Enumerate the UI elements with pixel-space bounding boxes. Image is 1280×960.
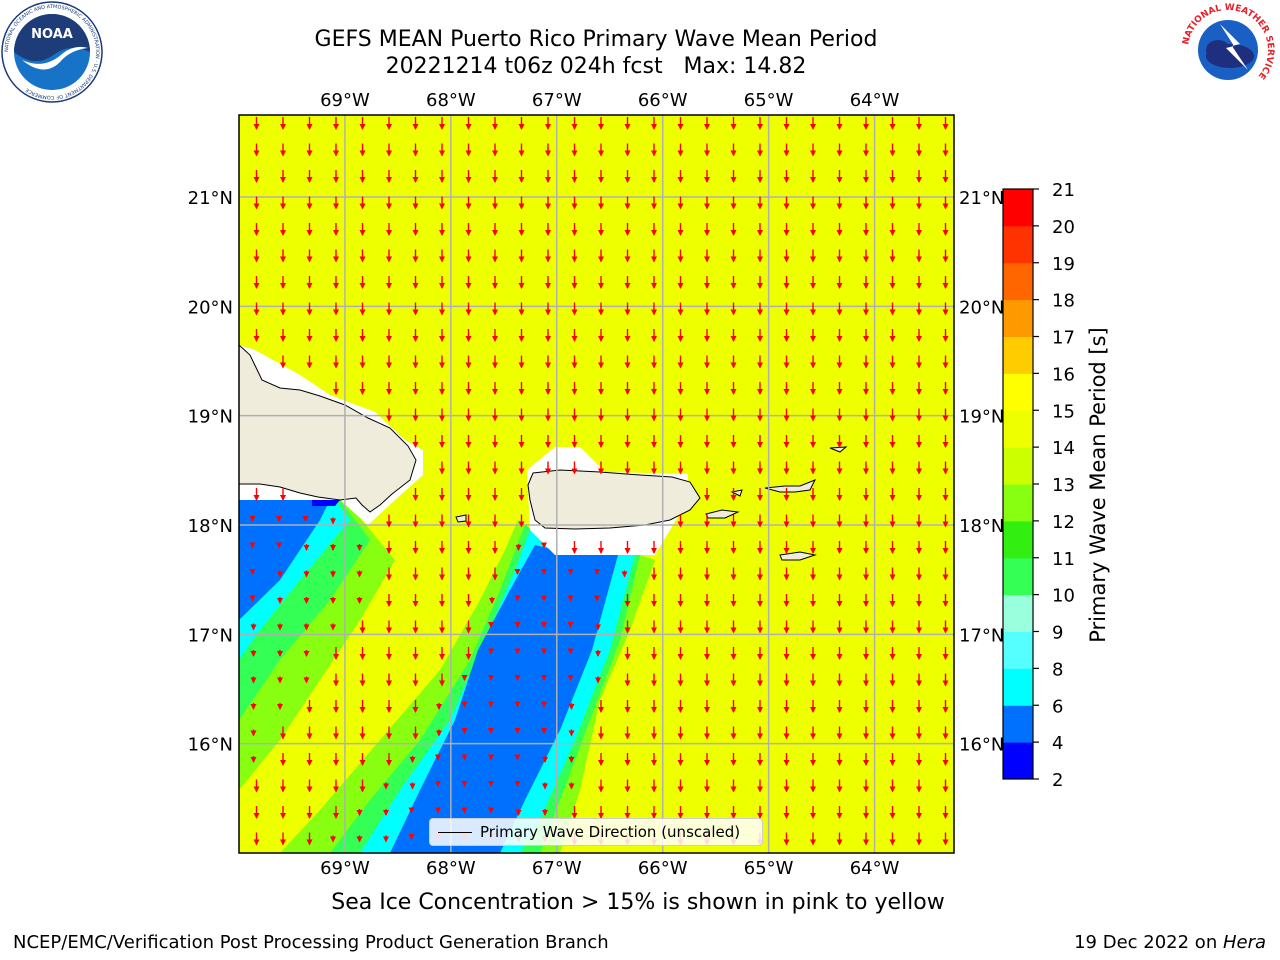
lat-tick-label-right: 20°N [959,297,1004,318]
period-band-4-6-west [239,500,330,620]
lon-tick-label: 66°W [638,858,688,879]
land-hispaniola [239,344,417,513]
colorbar-tick-label: 17 [1052,328,1075,349]
land-virgin-islands [764,479,817,493]
colorbar-segment [1003,484,1033,522]
colorbar-segment [1003,189,1033,227]
lat-tick-label-right: 18°N [959,516,1004,537]
colorbar-tick-label: 9 [1052,623,1063,644]
lon-tick-label: 69°W [320,858,370,879]
lon-tick-label: 69°W [320,90,370,111]
footer-machine: Hera [1222,932,1266,953]
footer-date: 19 Dec 2022 on Hera [1074,932,1266,953]
lat-tick-label: 20°N [188,297,233,318]
colorbar-segment [1003,373,1033,411]
nws-logo: NATIONAL WEATHER SERVICE [1180,2,1276,98]
lat-tick-label-right: 17°N [959,625,1004,646]
chart-title: GEFS MEAN Puerto Rico Primary Wave Mean … [0,26,1192,80]
lat-tick-label-right: 16°N [959,735,1004,756]
title-line-2: 20221214 t06z 024h fcst Max: 14.82 [385,54,807,79]
lat-tick-label: 19°N [188,407,233,428]
colorbar-segment [1003,410,1033,448]
colorbar-segment [1003,336,1033,374]
axis-tick-labels: 69°W 69°W 68°W 68°W 67°W 67°W 66°W 66°W 65°W 65°W… [188,90,1005,879]
lat-tick-label-right: 21°N [959,188,1004,209]
land-mona-island [455,514,467,523]
colorbar-tick-label: 10 [1052,586,1075,607]
colorbar-tick-label: 4 [1052,733,1063,754]
wave-direction-arrows [249,117,949,846]
land-culebra [730,489,743,497]
legend-label: Primary Wave Direction (unscaled) [480,823,741,841]
noaa-logo-text: NOAA [31,27,73,42]
lon-tick-label: 64°W [850,90,900,111]
lat-tick-label-right: 19°N [959,407,1004,428]
footer-credit: NCEP/EMC/Verification Post Processing Pr… [13,932,609,953]
colorbar-tick-label: 19 [1052,254,1075,275]
lon-tick-label: 68°W [426,90,476,111]
lat-tick-label: 17°N [188,625,233,646]
lon-tick-label: 66°W [638,90,688,111]
colorbar-tick-label: 13 [1052,475,1075,496]
gridlines [239,115,954,853]
colorbar-tick-label: 8 [1052,659,1063,680]
colorbar-segment [1003,225,1033,264]
title-line-1: GEFS MEAN Puerto Rico Primary Wave Mean … [314,27,878,52]
colorbar-segment [1003,520,1033,559]
noaa-logo: NATIONAL OCEANIC AND ATMOSPHERIC ADMINIS… [1,1,103,103]
map-legend: Primary Wave Direction (unscaled) [429,818,763,846]
land-st-croix [779,551,817,561]
colorbar-tick-label: 2 [1052,770,1063,791]
colorbar-tick-label: 16 [1052,364,1075,385]
colorbar-segment [1003,668,1033,706]
lon-tick-label: 64°W [850,858,900,879]
lat-tick-label: 21°N [188,188,233,209]
colorbar-segment [1003,557,1033,596]
period-band-4-6-south [390,545,618,853]
lon-tick-label: 67°W [532,858,582,879]
lon-tick-label: 65°W [744,90,794,111]
colorbar-segment [1003,594,1033,632]
colorbar-tick-label: 18 [1052,291,1075,312]
colorbar-segment [1003,299,1033,337]
map-frame [238,114,955,854]
colorbar-tick-label: 12 [1052,512,1075,533]
period-band-2-4 [312,500,340,506]
lon-tick-label: 67°W [532,90,582,111]
colorbar-segment [1003,631,1033,669]
lat-tick-label: 18°N [188,516,233,537]
lat-tick-label: 16°N [188,735,233,756]
lon-tick-label: 68°W [426,858,476,879]
lon-tick-label: 65°W [744,858,794,879]
colorbar-tick-label: 14 [1052,438,1075,459]
colorbar-tick-label: 21 [1052,180,1075,201]
colorbar-tick-label: 6 [1052,696,1063,717]
colorbar-tick-label: 15 [1052,401,1075,422]
colorbar: 2 4 6 8 9 10 11 12 13 14 15 16 17 18 19 20 21 [1002,180,1075,791]
colorbar-tick-label: 11 [1052,549,1075,570]
colorbar-segment [1003,742,1033,780]
colorbar-tick-label: 20 [1052,217,1075,238]
colorbar-segment [1003,262,1033,301]
sea-ice-note: Sea Ice Concentration > 15% is shown in … [331,890,945,915]
colorbar-segment [1003,705,1033,743]
colorbar-segment [1003,447,1033,485]
legend-line-swatch [438,832,472,833]
